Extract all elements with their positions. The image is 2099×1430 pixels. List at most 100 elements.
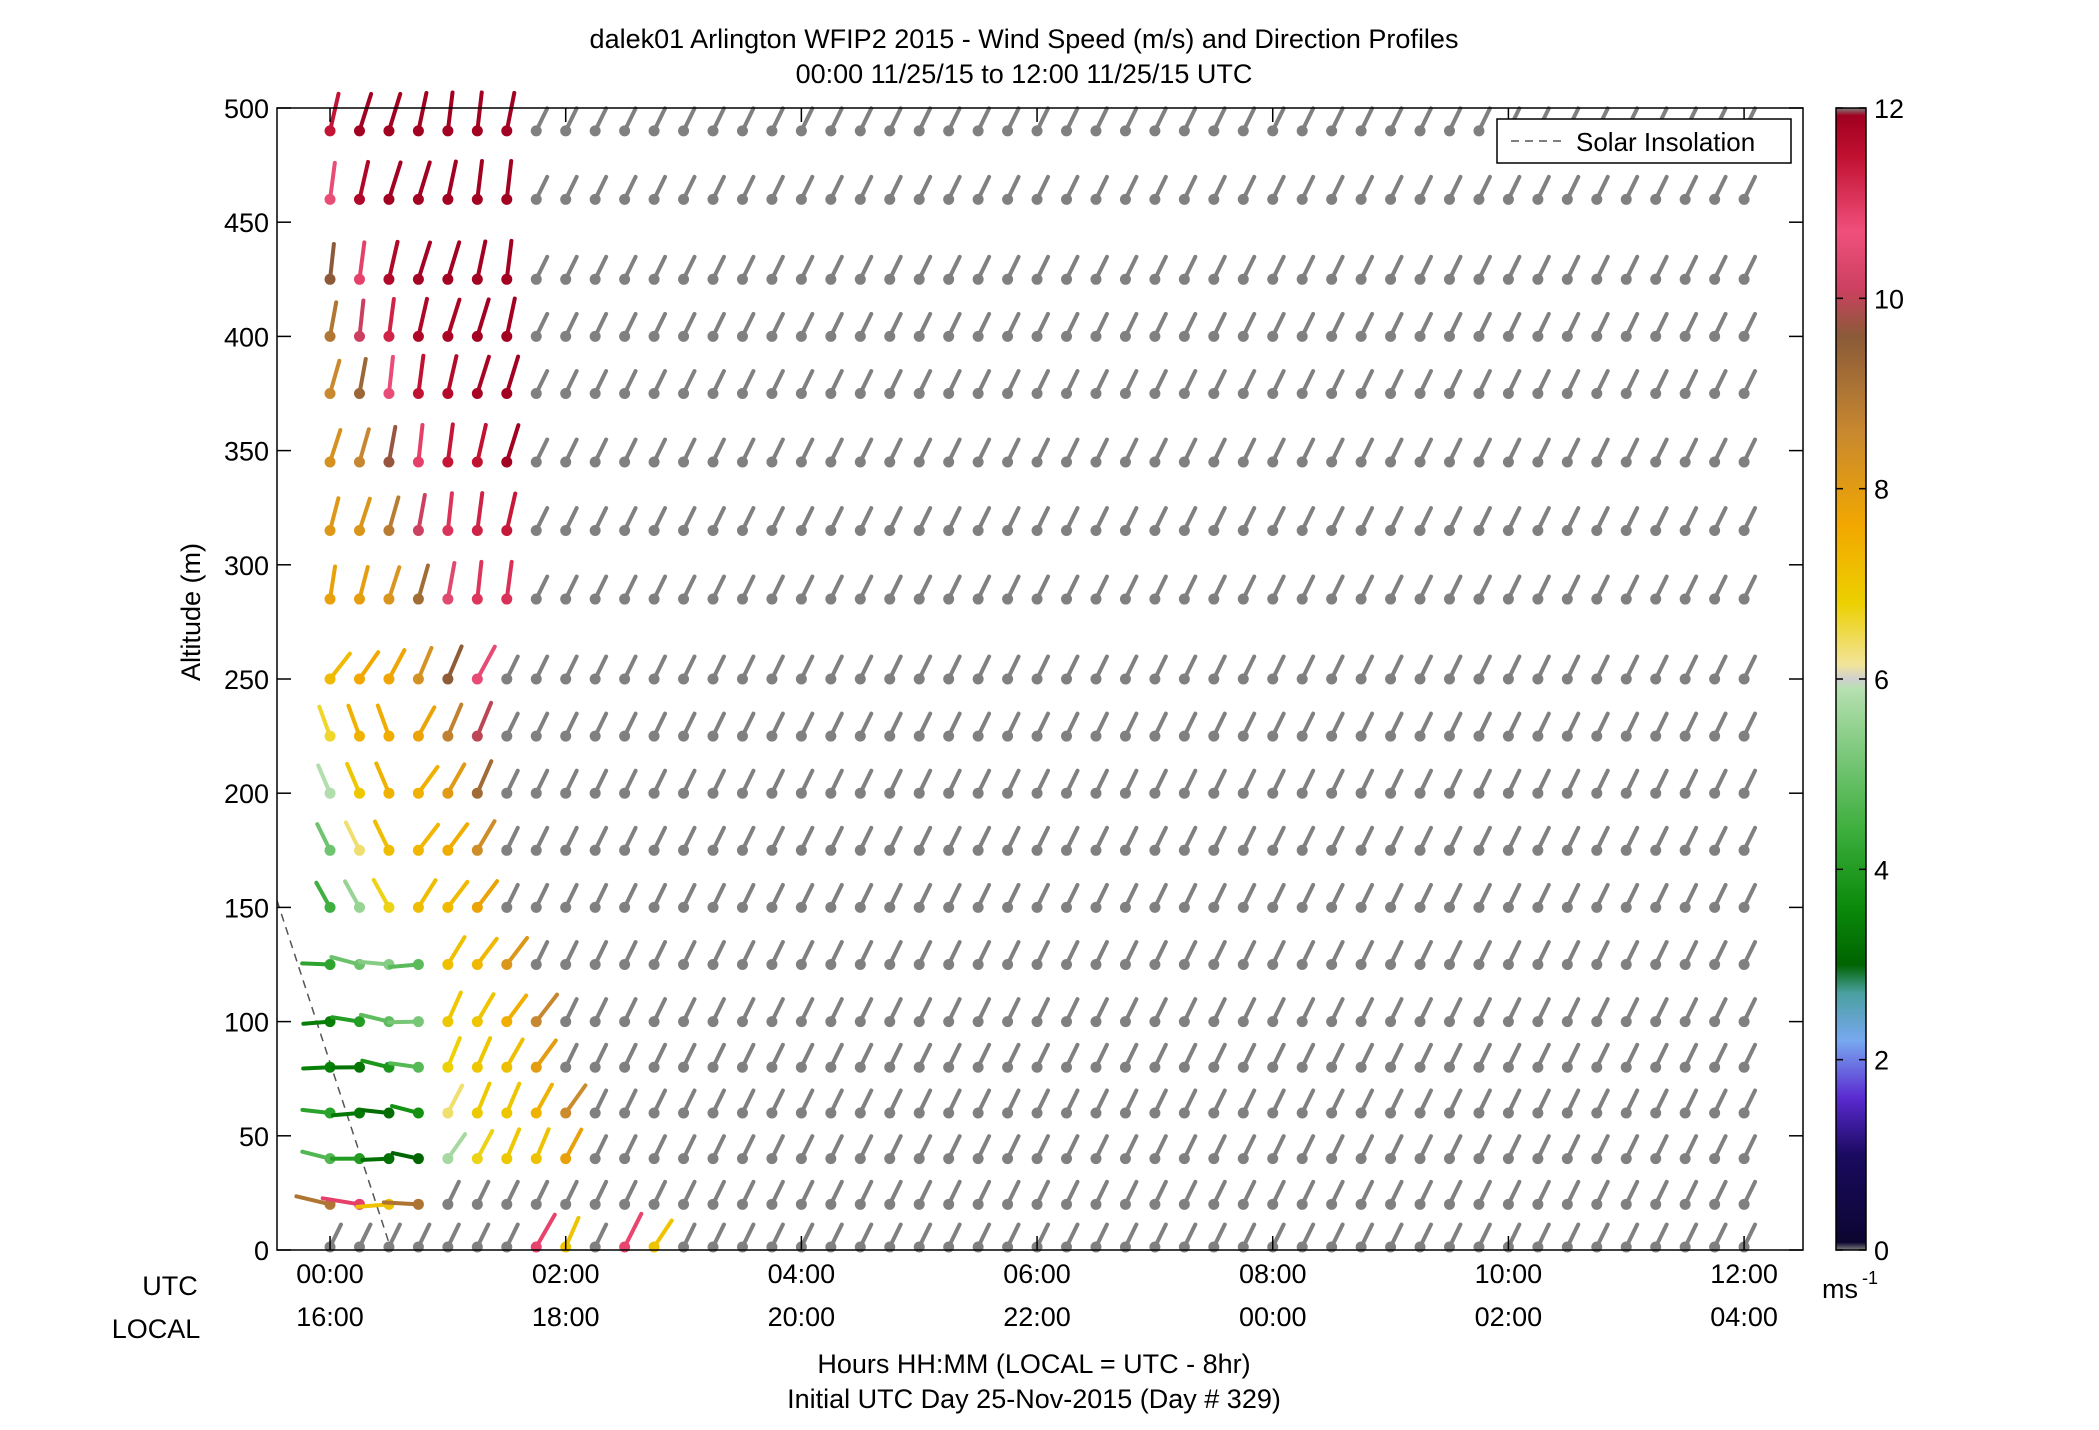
wind-barb bbox=[383, 242, 397, 285]
wind-barb-head bbox=[1120, 594, 1131, 605]
wind-barb-head bbox=[354, 674, 365, 685]
wind-barb bbox=[1356, 657, 1372, 685]
wind-barb bbox=[531, 108, 547, 136]
wind-barb-tail bbox=[418, 425, 422, 462]
wind-barb bbox=[1621, 771, 1637, 799]
wind-barb-head bbox=[501, 788, 512, 799]
wind-barb bbox=[560, 314, 576, 342]
wind-barb-head bbox=[1591, 674, 1602, 685]
wind-barb bbox=[348, 706, 365, 742]
wind-barb bbox=[1385, 314, 1401, 342]
wind-barb bbox=[501, 357, 518, 399]
wind-barb-head bbox=[413, 1062, 424, 1073]
wind-barb-head bbox=[1680, 331, 1691, 342]
wind-barb-head bbox=[1562, 845, 1573, 856]
legend: Solar Insolation bbox=[1497, 119, 1791, 163]
wind-barb bbox=[678, 108, 694, 136]
wind-barb-head bbox=[1120, 274, 1131, 285]
wind-barb-head bbox=[1503, 194, 1514, 205]
wind-barb-head bbox=[472, 731, 483, 742]
wind-barb bbox=[1415, 108, 1431, 136]
wind-barb-head bbox=[1739, 845, 1750, 856]
wind-barb bbox=[914, 314, 930, 342]
wind-barb-head bbox=[590, 594, 601, 605]
wind-barb bbox=[354, 499, 370, 536]
wind-barb-head bbox=[1415, 1199, 1426, 1210]
wind-barb-head bbox=[796, 525, 807, 536]
colorbar-tick-label: 8 bbox=[1874, 475, 1889, 505]
wind-barb-head bbox=[649, 525, 660, 536]
wind-barb bbox=[1621, 508, 1637, 536]
wind-barb bbox=[1739, 885, 1755, 913]
wind-barb bbox=[1621, 577, 1637, 605]
wind-barb bbox=[1680, 257, 1696, 285]
wind-barb-head bbox=[354, 594, 365, 605]
wind-barb bbox=[1562, 1136, 1578, 1164]
wind-barb bbox=[1090, 314, 1106, 342]
wind-barb bbox=[1473, 1090, 1489, 1118]
wind-barb-head bbox=[884, 331, 895, 342]
wind-barb bbox=[560, 1182, 576, 1210]
wind-barb-head bbox=[1591, 388, 1602, 399]
wind-barb-head bbox=[796, 845, 807, 856]
y-tick-label: 350 bbox=[224, 437, 269, 467]
wind-barb bbox=[413, 825, 438, 856]
wind-barb-head bbox=[914, 1062, 925, 1073]
wind-barb-head bbox=[708, 457, 719, 468]
wind-barb-head bbox=[1650, 525, 1661, 536]
wind-barb bbox=[1002, 714, 1018, 742]
wind-barb-head bbox=[413, 1199, 424, 1210]
wind-barb-head bbox=[619, 1199, 630, 1210]
wind-barb bbox=[1621, 657, 1637, 685]
wind-barb-head bbox=[1356, 902, 1367, 913]
wind-barb-head bbox=[1650, 1153, 1661, 1164]
wind-barb-head bbox=[737, 525, 748, 536]
wind-barb-tail bbox=[448, 162, 456, 200]
wind-barb bbox=[442, 882, 467, 913]
wind-barb-head bbox=[1179, 594, 1190, 605]
wind-barb bbox=[855, 1182, 871, 1210]
wind-barb bbox=[649, 1136, 665, 1164]
wind-barb-head bbox=[1650, 1016, 1661, 1027]
wind-barb bbox=[1297, 257, 1313, 285]
wind-barb-head bbox=[678, 1016, 689, 1027]
wind-barb bbox=[1709, 828, 1725, 856]
wind-barb bbox=[737, 508, 753, 536]
wind-barb bbox=[737, 440, 753, 468]
wind-barb-head bbox=[1503, 525, 1514, 536]
wind-barb bbox=[884, 257, 900, 285]
wind-barb bbox=[1208, 1090, 1224, 1118]
wind-barb bbox=[914, 1225, 930, 1253]
wind-barb bbox=[708, 371, 724, 399]
colorbar-unit-label: ms bbox=[1822, 1274, 1858, 1304]
wind-barb bbox=[590, 885, 606, 913]
wind-barb-head bbox=[1267, 674, 1278, 685]
wind-barb bbox=[1326, 1090, 1342, 1118]
wind-barb bbox=[619, 828, 635, 856]
wind-barb-tail bbox=[448, 300, 460, 337]
wind-barb bbox=[560, 257, 576, 285]
wind-barb bbox=[1709, 771, 1725, 799]
wind-barb bbox=[766, 577, 782, 605]
wind-barb bbox=[1503, 999, 1519, 1027]
wind-barb bbox=[442, 162, 456, 205]
wind-barb-head bbox=[1356, 331, 1367, 342]
wind-barb-head bbox=[619, 1062, 630, 1073]
wind-barb-head bbox=[649, 674, 660, 685]
wind-barb-head bbox=[501, 194, 512, 205]
wind-barb bbox=[1562, 577, 1578, 605]
wind-barb bbox=[1680, 714, 1696, 742]
wind-barb-head bbox=[531, 1107, 542, 1118]
wind-barb-head bbox=[560, 674, 571, 685]
wind-barb bbox=[1208, 771, 1224, 799]
wind-barb-head bbox=[1415, 845, 1426, 856]
wind-barb bbox=[1297, 108, 1313, 136]
wind-barb-head bbox=[1120, 1199, 1131, 1210]
wind-barb-head bbox=[531, 274, 542, 285]
wind-barb bbox=[472, 241, 486, 284]
wind-barb-head bbox=[1709, 902, 1720, 913]
wind-barb-head bbox=[1739, 1199, 1750, 1210]
wind-barb bbox=[1120, 885, 1136, 913]
wind-barb-head bbox=[1562, 457, 1573, 468]
wind-barb-head bbox=[1267, 194, 1278, 205]
